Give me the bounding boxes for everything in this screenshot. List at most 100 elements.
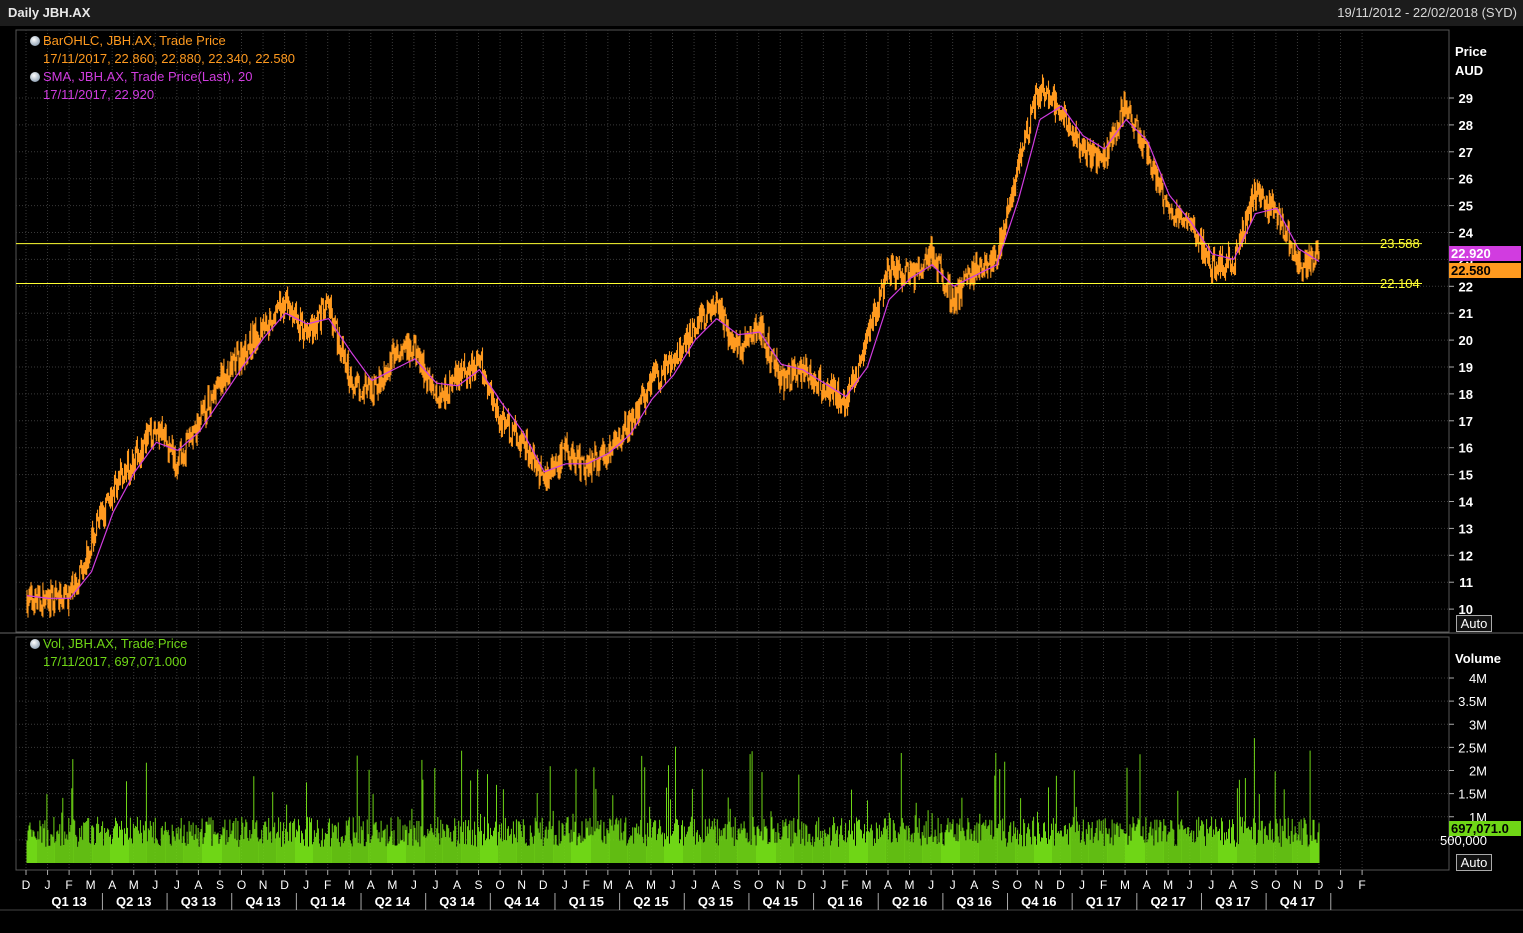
month-label: A	[625, 878, 633, 892]
settings-icon[interactable]	[30, 639, 40, 649]
sma-line	[26, 105, 1320, 599]
sma-price-tag: 22.920	[1449, 246, 1521, 261]
settings-icon[interactable]	[30, 72, 40, 82]
price-axis-title: Price	[1455, 44, 1487, 59]
month-label: M	[603, 878, 613, 892]
month-label: J	[432, 878, 438, 892]
volume-legend-values: 17/11/2017, 697,071.000	[43, 654, 187, 669]
month-label: J	[411, 878, 417, 892]
month-label: S	[992, 878, 1000, 892]
price-tick-label: 19	[1459, 360, 1473, 375]
month-label: D	[280, 878, 289, 892]
volume-legend: Vol, JBH.AX, Trade Price 17/11/2017, 697…	[30, 635, 188, 671]
month-label: M	[344, 878, 354, 892]
price-tick-label: 25	[1459, 199, 1473, 214]
month-label: S	[216, 878, 224, 892]
quarter-label: Q1 16	[827, 894, 862, 909]
month-label: F	[65, 878, 72, 892]
quarter-label: Q2 16	[892, 894, 927, 909]
month-label: J	[950, 878, 956, 892]
month-label: A	[1229, 878, 1237, 892]
volume-tick-label: 3M	[1469, 717, 1487, 732]
price-tick-label: 14	[1459, 495, 1474, 510]
month-label: A	[970, 878, 978, 892]
price-auto-scale-button[interactable]: Auto	[1456, 615, 1492, 632]
upper-line-label: 23.588	[1380, 236, 1420, 251]
price-tick-label: 22	[1459, 279, 1473, 294]
quarter-label: Q3 17	[1215, 894, 1250, 909]
month-label: A	[367, 878, 375, 892]
month-label: J	[174, 878, 180, 892]
lower-line-label: 22.104	[1380, 276, 1420, 291]
month-label: S	[1250, 878, 1258, 892]
month-label: D	[539, 878, 548, 892]
month-label: J	[820, 878, 826, 892]
price-panel-frame	[15, 29, 1450, 633]
month-label: M	[129, 878, 139, 892]
month-label: N	[259, 878, 268, 892]
price-tick-label: 27	[1459, 145, 1473, 160]
month-label: J	[1079, 878, 1085, 892]
title-bar: Daily JBH.AX 19/11/2012 - 22/02/2018 (SY…	[0, 0, 1523, 26]
quarter-label: Q3 15	[698, 894, 733, 909]
price-tick-label: 11	[1459, 575, 1473, 590]
volume-tick-label: 2.5M	[1458, 740, 1487, 755]
price-tick-label: 18	[1459, 387, 1473, 402]
price-tick-label: 16	[1459, 441, 1473, 456]
ohlc-legend-label: BarOHLC, JBH.AX, Trade Price	[43, 33, 226, 48]
settings-icon[interactable]	[30, 36, 40, 46]
month-label: A	[108, 878, 116, 892]
last-volume-tag: 697,071.0	[1449, 821, 1521, 836]
month-label: F	[324, 878, 331, 892]
quarter-label: Q4 14	[504, 894, 540, 909]
sma-legend-values: 17/11/2017, 22.920	[43, 87, 155, 102]
price-tick-label: 21	[1459, 306, 1473, 321]
month-label: M	[861, 878, 871, 892]
month-label: O	[1013, 878, 1022, 892]
quarter-label: Q1 13	[51, 894, 86, 909]
quarter-label: Q4 13	[245, 894, 280, 909]
volume-panel-frame	[15, 636, 1450, 871]
month-label: S	[475, 878, 483, 892]
volume-auto-scale-button[interactable]: Auto	[1456, 854, 1492, 871]
chart-title: Daily JBH.AX	[8, 5, 91, 20]
month-label: M	[86, 878, 96, 892]
month-label: A	[712, 878, 720, 892]
volume-tick-label: 3.5M	[1458, 694, 1487, 709]
volume-tick-label: 500,000	[1440, 833, 1487, 848]
month-label: A	[194, 878, 202, 892]
price-tick-label: 20	[1459, 333, 1473, 348]
month-label: J	[928, 878, 934, 892]
ohlc-bars	[26, 74, 1320, 618]
month-label: M	[646, 878, 656, 892]
price-tick-label: 29	[1459, 91, 1473, 106]
month-label: F	[1358, 878, 1365, 892]
price-tick-label: 15	[1459, 468, 1473, 483]
month-label: M	[1120, 878, 1130, 892]
quarter-label: Q4 17	[1280, 894, 1315, 909]
quarter-label: Q3 16	[956, 894, 991, 909]
month-label: J	[1338, 878, 1344, 892]
quarter-label: Q2 14	[375, 894, 411, 909]
volume-axis-title: Volume	[1455, 651, 1501, 666]
volume-tick-label: 4M	[1469, 671, 1487, 686]
month-label: J	[152, 878, 158, 892]
ohlc-legend-values: 17/11/2017, 22.860, 22.880, 22.340, 22.5…	[43, 51, 296, 66]
month-label: O	[237, 878, 246, 892]
month-label: J	[1208, 878, 1214, 892]
month-label: N	[1035, 878, 1044, 892]
month-label: D	[1056, 878, 1065, 892]
month-label: J	[562, 878, 568, 892]
price-tick-label: 17	[1459, 414, 1473, 429]
quarter-label: Q3 13	[181, 894, 216, 909]
date-range: 19/11/2012 - 22/02/2018 (SYD)	[1337, 5, 1517, 20]
price-axis-unit: AUD	[1455, 63, 1483, 78]
month-label: D	[22, 878, 31, 892]
price-tick-label: 12	[1459, 548, 1473, 563]
quarter-label: Q2 13	[116, 894, 151, 909]
month-label: M	[905, 878, 915, 892]
month-label: A	[1143, 878, 1151, 892]
month-label: O	[495, 878, 504, 892]
quarter-label: Q3 14	[439, 894, 475, 909]
quarter-label: Q2 17	[1150, 894, 1185, 909]
